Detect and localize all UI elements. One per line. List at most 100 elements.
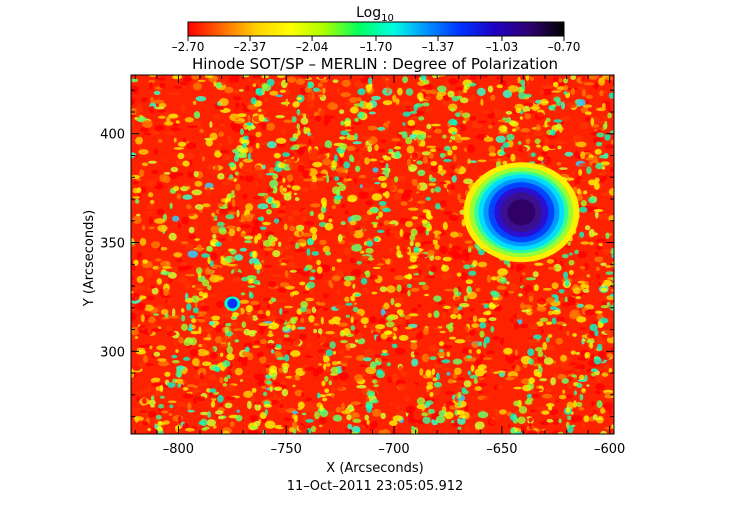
heatmap-cell: [425, 196, 431, 201]
heatmap-cell: [411, 216, 419, 220]
heatmap-cell: [252, 219, 263, 226]
heatmap-cell: [273, 152, 281, 159]
heatmap-cell: [280, 262, 287, 266]
heatmap-cell: [345, 302, 353, 306]
heatmap-cell: [359, 255, 371, 261]
heatmap-cell: [187, 409, 195, 413]
heatmap-cell: [255, 142, 260, 149]
heatmap-cell: [417, 200, 426, 204]
heatmap-cell: [132, 215, 142, 224]
heatmap-cell: [173, 137, 177, 143]
heatmap-cell: [411, 425, 415, 430]
heatmap-cell: [301, 232, 313, 237]
heatmap-cell: [372, 408, 382, 417]
heatmap-cell: [474, 421, 485, 430]
heatmap-cell: [576, 316, 587, 323]
heatmap-cell: [199, 302, 208, 306]
heatmap-cell: [176, 402, 187, 408]
heatmap-cell: [242, 75, 250, 78]
heatmap-cell: [150, 404, 155, 408]
heatmap-cell: [405, 136, 413, 145]
heatmap-cell: [335, 406, 342, 413]
heatmap-cell: [279, 404, 284, 409]
heatmap-cell: [231, 312, 240, 318]
heatmap-cell: [566, 383, 573, 389]
heatmap-cell: [215, 81, 223, 89]
heatmap-cell: [520, 425, 527, 434]
heatmap-cell: [145, 295, 155, 301]
heatmap-cell: [140, 127, 149, 133]
heatmap-cell: [316, 153, 328, 160]
heatmap-cell: [438, 341, 445, 346]
heatmap-cell: [149, 81, 153, 90]
heatmap-cell: [490, 326, 495, 333]
heatmap-cell: [216, 221, 225, 227]
heatmap-cell: [373, 237, 379, 242]
heatmap-cell: [648, 160, 654, 164]
heatmap-cell: [252, 250, 256, 258]
heatmap-cell: [291, 185, 301, 191]
heatmap-cell: [448, 305, 458, 309]
heatmap-cell: [580, 241, 590, 245]
heatmap-cell: [242, 135, 249, 141]
heatmap-cell: [415, 331, 424, 340]
heatmap-cell: [233, 328, 244, 331]
heatmap-cell: [259, 355, 267, 364]
heatmap-cell: [548, 310, 554, 316]
heatmap-cell: [219, 98, 229, 107]
heatmap-cell: [189, 337, 197, 346]
heatmap-cell: [131, 243, 136, 247]
heatmap-cell: [620, 238, 626, 243]
heatmap-cell: [584, 309, 595, 316]
heatmap-cell: [371, 291, 378, 295]
heatmap-cell: [547, 258, 555, 264]
heatmap-cell: [245, 305, 253, 313]
heatmap-cell: [340, 340, 348, 344]
heatmap-cell: [292, 384, 296, 388]
heatmap-cell: [151, 410, 157, 417]
heatmap-cell: [611, 278, 614, 282]
heatmap-cell: [411, 178, 418, 186]
heatmap-cell: [198, 291, 204, 297]
heatmap-cell: [600, 161, 610, 166]
heatmap-cell: [227, 137, 233, 145]
heatmap-cell: [262, 221, 271, 226]
heatmap-cell: [525, 75, 530, 81]
heatmap-cell: [157, 77, 166, 81]
heatmap-cell: [600, 262, 607, 267]
y-axis-label: Y (Arcseconds): [82, 210, 97, 307]
heatmap-cell: [578, 168, 583, 176]
heatmap-cell: [191, 189, 203, 196]
heatmap-cell: [575, 296, 581, 300]
heatmap-cell: [444, 145, 451, 152]
heatmap-cell: [457, 391, 462, 399]
heatmap-cell: [325, 331, 335, 335]
heatmap-cell: [607, 112, 612, 119]
heatmap-cell: [425, 275, 436, 279]
heatmap-cell: [524, 112, 531, 120]
heatmap-cell: [171, 360, 180, 364]
heatmap-cell: [339, 136, 346, 140]
heatmap-cell: [200, 411, 209, 416]
heatmap-cell: [551, 282, 559, 289]
heatmap-cell: [250, 300, 260, 306]
heatmap-cell: [380, 412, 387, 420]
heatmap-cell: [518, 293, 523, 297]
heatmap-cell: [133, 416, 144, 421]
heatmap-cell: [537, 298, 547, 305]
heatmap-cell: [570, 75, 577, 80]
heatmap-cell: [591, 372, 596, 377]
heatmap-cell: [247, 285, 256, 288]
heatmap-cell: [177, 222, 181, 229]
heatmap-cell: [157, 109, 166, 113]
heatmap-cell: [453, 287, 459, 296]
heatmap-cell: [225, 396, 236, 401]
heatmap-cell: [607, 104, 611, 113]
heatmap-cell: [563, 271, 569, 280]
heatmap-cell: [488, 124, 493, 129]
heatmap-cell: [556, 161, 562, 166]
heatmap-cell: [338, 183, 347, 192]
heatmap-cell: [148, 226, 155, 230]
heatmap-cell: [194, 180, 203, 187]
heatmap-cell: [528, 377, 535, 384]
